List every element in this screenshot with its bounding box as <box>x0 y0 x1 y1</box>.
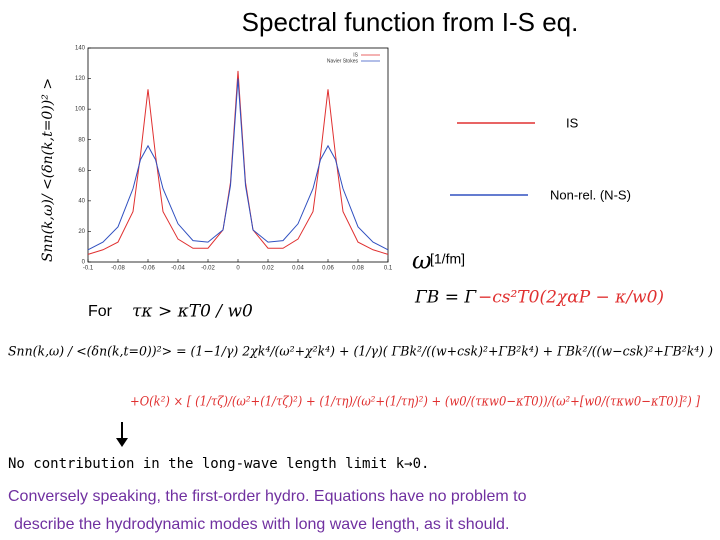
unit-label: [1/fm] <box>430 251 465 267</box>
gamma-b-right: −cs²T0(2χαP − κ/w0) <box>478 288 664 308</box>
x-tick-label: -0.06 <box>141 266 155 272</box>
x-tick-label: 0 <box>236 266 240 272</box>
conclusion: describe the hydrodynamic modes with lon… <box>14 516 509 533</box>
series-line <box>87 70 389 255</box>
x-tick-label: -0.08 <box>111 266 125 272</box>
y-tick-label: 0 <box>82 260 86 266</box>
x-tick-label: -0.1 <box>83 266 94 272</box>
y-axis-label: Snn(k,ω)/ <(δn(k,t=0))² > <box>40 78 56 262</box>
y-tick-label: 40 <box>78 198 85 204</box>
legend-label: IS <box>566 115 579 130</box>
y-tick-label: 120 <box>75 76 86 82</box>
y-tick-label: 60 <box>78 168 85 174</box>
y-tick-label: 80 <box>78 137 85 143</box>
condition: τκ > κT0 / w0 <box>132 302 253 322</box>
note: No contribution in the long-wave length … <box>8 456 429 472</box>
equation-line: Snn(k,ω) / <(δn(k,t=0))²> = (1−1/γ) 2χk⁴… <box>8 345 713 360</box>
x-tick-label: 0.02 <box>262 266 274 272</box>
x-tick-label: 0.08 <box>352 266 364 272</box>
equation-line: +O(k²) × [ (1/τζ)/(ω²+(1/τζ)²) + (1/τη)/… <box>130 395 701 410</box>
for-label: For <box>88 303 113 320</box>
slide-title: Spectral function from I-S eq. <box>242 7 579 37</box>
legend-label: IS <box>353 52 358 58</box>
conclusion: Conversely speaking, the first-order hyd… <box>8 488 527 505</box>
arrow-head <box>116 438 128 447</box>
gamma-b-left: ΓB = Γ <box>414 288 477 308</box>
y-tick-label: 20 <box>78 229 85 235</box>
legend-label: Non-rel. (N-S) <box>550 187 631 202</box>
series-line <box>87 78 389 251</box>
plot: 0 20 40 60 80 100 120 140 -0.1 -0.08 -0.06 -0.04 -0.… <box>75 46 393 272</box>
x-tick-label: 0.04 <box>292 266 304 272</box>
x-tick-label: 0.06 <box>322 266 334 272</box>
x-tick-label: 0.1 <box>384 266 393 272</box>
x-tick-label: -0.04 <box>171 266 185 272</box>
omega-label: ω <box>412 247 432 275</box>
y-tick-label: 140 <box>75 46 86 52</box>
x-tick-label: -0.02 <box>201 266 215 272</box>
legend-label: Navier Stokes <box>327 58 359 64</box>
y-tick-label: 100 <box>75 107 86 113</box>
